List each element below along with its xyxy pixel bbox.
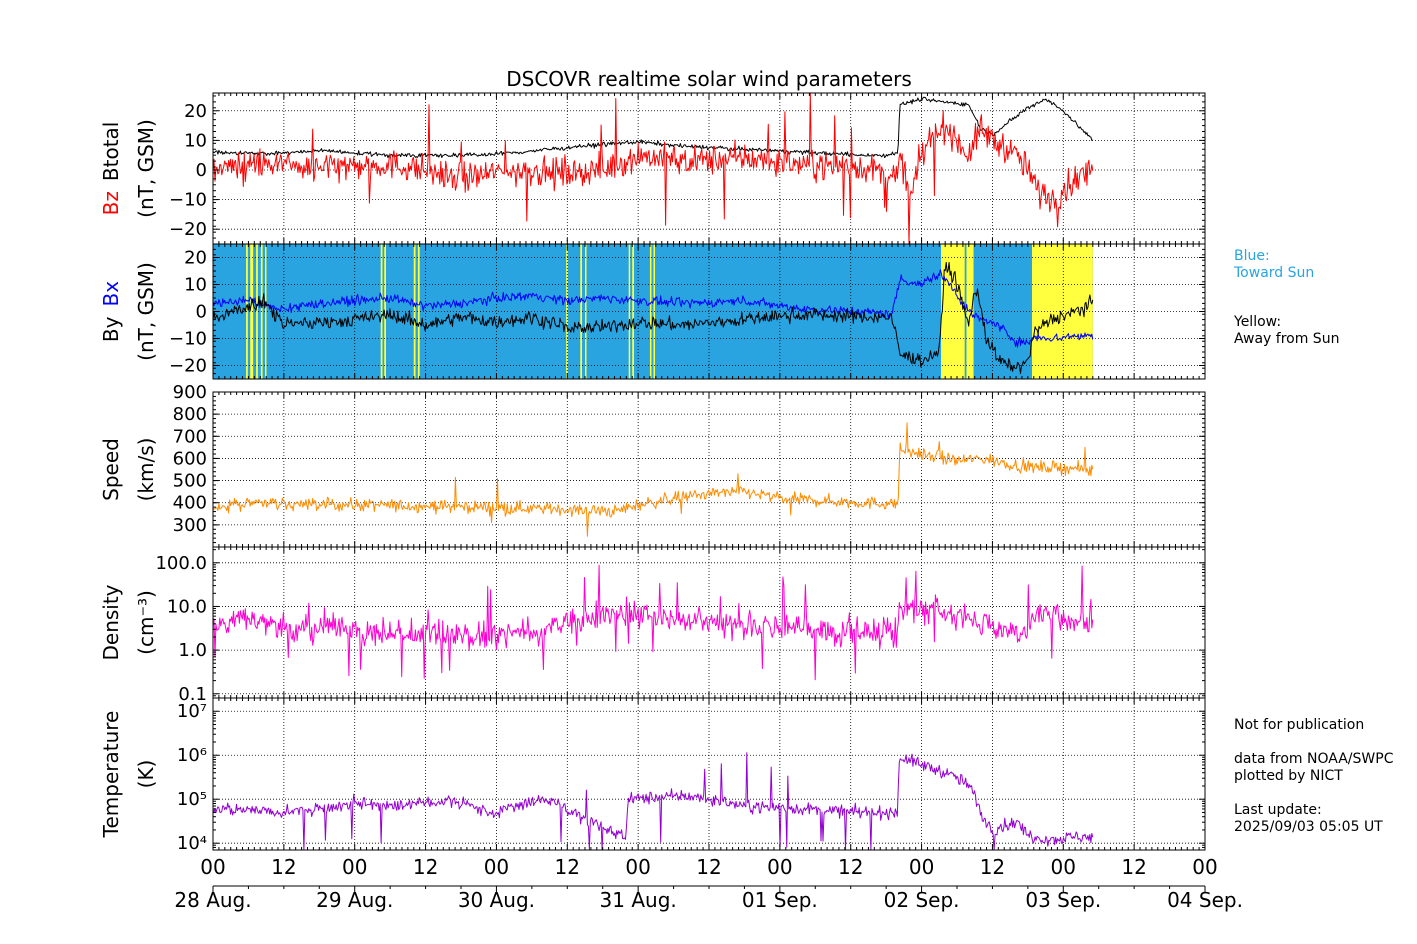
ytick-label: 0 — [196, 302, 207, 323]
sector-away-band — [649, 244, 652, 379]
date-label: 28 Aug. — [174, 888, 251, 912]
panel-temperature: 10⁴ 10⁵ 10⁶ 10⁷ Temperature (K) — [99, 697, 1206, 854]
ytick-label: 20 — [184, 248, 207, 269]
ylabel-temperature: Temperature — [99, 711, 123, 839]
legend-toward-sun: Blue: Toward Sun — [1234, 248, 1315, 281]
xtick-label: 12 — [271, 855, 296, 879]
chart-title: DSCOVR realtime solar wind parameters — [506, 67, 912, 91]
xtick-label: 12 — [413, 855, 438, 879]
date-label: 02 Sep. — [884, 888, 960, 912]
date-label: 03 Sep. — [1025, 888, 1101, 912]
ytick-label: −10 — [169, 329, 207, 350]
xtick-label: 12 — [696, 855, 721, 879]
grid-speed — [213, 391, 1205, 547]
ylabel-density: Density — [99, 584, 123, 660]
ytick-label: −10 — [169, 190, 207, 211]
grid-by_bx — [213, 244, 1205, 379]
sector-away-band — [256, 244, 258, 379]
ytick-label: 10 — [184, 130, 207, 151]
date-label: 01 Sep. — [742, 888, 818, 912]
ylabel-units-temperature: (K) — [134, 760, 158, 789]
ylabel-units-btotal_bz: (nT, GSM) — [134, 119, 158, 218]
ylabel-units-speed: (km/s) — [134, 438, 158, 502]
ytick-label: 10.0 — [167, 596, 207, 617]
ytick-label: 300 — [173, 515, 207, 536]
xtick-label: 00 — [342, 855, 367, 879]
sector-away-band — [941, 244, 965, 379]
footer-notes: Not for publication data from NOAA/SWPC … — [1234, 717, 1394, 835]
sector-away-band — [417, 244, 420, 379]
ytick-label: 0 — [196, 160, 207, 181]
sector-away-band — [264, 244, 267, 379]
xtick-label: 12 — [838, 855, 863, 879]
ytick-label: 0.1 — [178, 684, 207, 705]
ytick-label: −20 — [169, 356, 207, 377]
sector-away-band — [566, 244, 568, 379]
xtick-label: 00 — [767, 855, 792, 879]
panel-density: 0.1 1.0 10.0 100.0 Density (cm⁻³) — [99, 546, 1206, 705]
ylabel-by_bx: ByBx — [99, 281, 123, 342]
xtick-label: 12 — [555, 855, 580, 879]
series-by-line — [213, 261, 1094, 374]
ylabel-speed: Speed — [99, 438, 123, 501]
ytick-label: 10⁶ — [177, 745, 207, 766]
ytick-label: 1.0 — [178, 640, 207, 661]
series-bx-line — [213, 269, 1094, 348]
ytick-label: 100.0 — [155, 553, 207, 574]
sector-away-band — [628, 244, 631, 379]
xtick-label: 00 — [625, 855, 650, 879]
series-speed-line — [213, 422, 1094, 537]
xtick-label: 00 — [200, 855, 225, 879]
date-label: 30 Aug. — [458, 888, 535, 912]
series-density-line — [213, 564, 1094, 681]
grid-btotal_bz — [213, 93, 1205, 244]
ylabel-btotal_bz: BzBtotal — [99, 122, 123, 216]
ytick-label: 900 — [173, 382, 207, 403]
ytick-label: 500 — [173, 471, 207, 492]
xtick-label: 00 — [484, 855, 509, 879]
sector-away-band — [580, 244, 583, 379]
panel-frame — [212, 391, 1206, 548]
series-temperature-line — [213, 752, 1094, 850]
x-axis: 00 12 00 12 00 12 00 12 00 12 00 12 00 12 00 28 Aug. 29 … — [174, 855, 1243, 912]
ytick-label: 20 — [184, 101, 207, 122]
ylabel-units-by_bx: (nT, GSM) — [134, 262, 158, 361]
ytick-label: −20 — [169, 219, 207, 240]
date-label: 31 Aug. — [600, 888, 677, 912]
xtick-label: 00 — [1051, 855, 1076, 879]
date-label: 29 Aug. — [316, 888, 393, 912]
panel-btotal_bz: −20 −10 0 10 20 BzBtotal (nT, GSM) — [99, 92, 1206, 245]
ylabel-units-density: (cm⁻³) — [134, 590, 158, 655]
date-label: 04 Sep. — [1167, 888, 1243, 912]
panel-by_bx: −20 −10 0 10 20 ByBx (nT, GSM) — [99, 243, 1206, 380]
grid-temperature — [213, 698, 1205, 850]
ytick-label: 700 — [173, 426, 207, 447]
ytick-label: 10 — [184, 275, 207, 296]
ytick-label: 600 — [173, 448, 207, 469]
sector-away-band — [384, 244, 387, 379]
legend-away-from-sun: Yellow: Away from Sun — [1234, 314, 1340, 347]
xtick-label: 12 — [1121, 855, 1146, 879]
series-btotal-line — [213, 96, 1093, 159]
ytick-label: 400 — [173, 493, 207, 514]
xtick-label: 12 — [980, 855, 1005, 879]
ytick-label: 10⁴ — [177, 833, 207, 854]
ytick-label: 800 — [173, 404, 207, 425]
sector-away-band — [250, 244, 254, 379]
xtick-label: 00 — [1192, 855, 1217, 879]
series-bz-line — [213, 93, 1094, 244]
ytick-label: 10⁵ — [177, 789, 207, 810]
xtick-label: 00 — [909, 855, 934, 879]
ytick-label: 10⁷ — [177, 701, 207, 722]
